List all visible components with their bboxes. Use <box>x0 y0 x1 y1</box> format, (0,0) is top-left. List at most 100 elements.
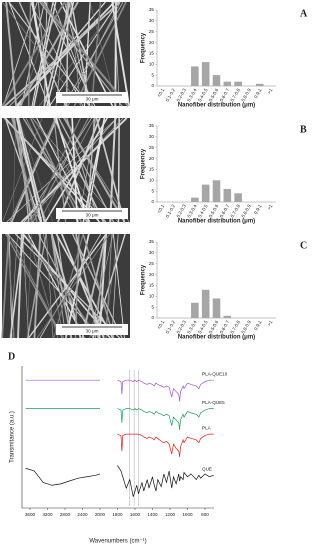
y-axis-label: Frequency <box>141 32 147 63</box>
spectrum-line <box>25 379 214 402</box>
fiber <box>75 233 100 339</box>
fiber <box>50 233 67 339</box>
fiber <box>43 1 71 107</box>
fiber <box>111 1 131 107</box>
fiber <box>41 1 129 107</box>
fiber <box>36 117 91 223</box>
bar <box>255 83 264 86</box>
bar <box>201 62 210 86</box>
fiber <box>29 1 84 107</box>
x-tick-label: 0.3-0.4 <box>186 87 198 102</box>
panel-label: B <box>300 124 307 135</box>
x-axis-label: Nanofiber distribution (μm) <box>178 335 255 341</box>
fiber <box>4 1 121 107</box>
fiber <box>28 1 32 107</box>
y-tick-label: 35 <box>149 7 155 12</box>
fiber <box>50 233 72 339</box>
x-tick-label: 1800 <box>112 512 123 517</box>
fiber <box>112 233 125 339</box>
fiber <box>8 233 64 339</box>
x-tick-label: 2400 <box>77 512 88 517</box>
scale-bar-label: 30 μm <box>86 329 99 334</box>
fiber <box>98 233 108 339</box>
bar <box>223 188 232 202</box>
fiber <box>17 117 46 223</box>
bar <box>223 315 232 318</box>
x-tick-label: 0.4-0.5 <box>197 87 209 102</box>
bar <box>191 66 199 86</box>
x-tick-label: 0.5-0.6 <box>208 203 220 218</box>
fiber <box>39 233 102 339</box>
x-tick-label: 0.6-0.7 <box>219 203 231 218</box>
y-axis-label: Frequency <box>141 148 147 179</box>
x-tick-label: 0.6-0.7 <box>219 319 231 334</box>
x-tick-label: 1600 <box>130 512 141 517</box>
fiber <box>38 117 95 223</box>
fiber <box>18 1 67 107</box>
fiber <box>117 117 120 223</box>
x-tick-label: 2000 <box>95 512 106 517</box>
fiber <box>10 233 18 339</box>
fiber <box>55 117 90 223</box>
fiber <box>24 117 92 223</box>
fiber <box>44 1 96 107</box>
fiber <box>90 1 102 107</box>
fiber <box>1 1 66 107</box>
fiber <box>67 1 121 107</box>
fiber <box>32 117 119 223</box>
y-tick-label: 5 <box>151 72 154 77</box>
x-tick-label: 0.9-1 <box>253 203 263 215</box>
fiber <box>69 1 81 107</box>
panel-label: C <box>300 240 307 251</box>
x-tick-label: 0.9-1 <box>253 87 263 99</box>
x-tick-label: >1 <box>267 319 274 326</box>
x-tick-label: 0.4-0.5 <box>197 319 209 334</box>
x-tick-label: 0.3-0.4 <box>186 319 198 334</box>
fiber <box>6 117 118 223</box>
fiber <box>89 1 117 107</box>
y-tick-label: 20 <box>149 40 155 45</box>
fiber <box>53 233 84 339</box>
fiber <box>10 117 58 223</box>
x-tick-label: 0.2-0.3 <box>175 87 187 102</box>
fiber <box>21 1 55 107</box>
y-tick-label: 10 <box>149 294 155 299</box>
fiber <box>105 233 113 339</box>
fiber <box>1 233 10 339</box>
y-axis-label: Frequency <box>141 264 147 295</box>
fiber <box>81 233 107 339</box>
y-tick-label: 20 <box>149 156 155 161</box>
fiber <box>2 1 38 107</box>
fiber <box>43 1 48 107</box>
x-tick-label: 0.2-0.3 <box>175 319 187 334</box>
x-tick-label: 3600 <box>25 512 36 517</box>
fiber <box>7 233 101 339</box>
y-tick-label: 35 <box>149 123 155 128</box>
panel-label: A <box>300 8 308 19</box>
fiber <box>9 117 56 223</box>
fiber <box>12 117 17 223</box>
bar <box>212 298 221 318</box>
x-tick-label: >1 <box>267 87 274 94</box>
x-tick-label: 0.2-0.3 <box>175 203 187 218</box>
fiber <box>72 233 123 339</box>
y-tick-label: 10 <box>149 62 155 67</box>
scale-bar-label: 30 μm <box>86 213 99 218</box>
x-tick-label: 1400 <box>147 512 158 517</box>
x-tick-label: 1200 <box>165 512 176 517</box>
x-tick-label: 0.8-0.9 <box>240 319 252 334</box>
fiber <box>15 1 115 107</box>
fiber <box>31 1 51 107</box>
y-tick-label: 0 <box>151 199 154 204</box>
series-label: PLA <box>202 425 212 430</box>
spectrum-line <box>117 433 214 457</box>
fiber <box>53 117 105 223</box>
bar <box>234 81 242 86</box>
bar <box>201 289 210 318</box>
x-tick-label: <0.1 <box>156 203 165 214</box>
fiber <box>25 117 78 223</box>
fiber <box>71 117 79 223</box>
fiber <box>33 233 42 339</box>
y-tick-label: 35 <box>149 239 155 244</box>
